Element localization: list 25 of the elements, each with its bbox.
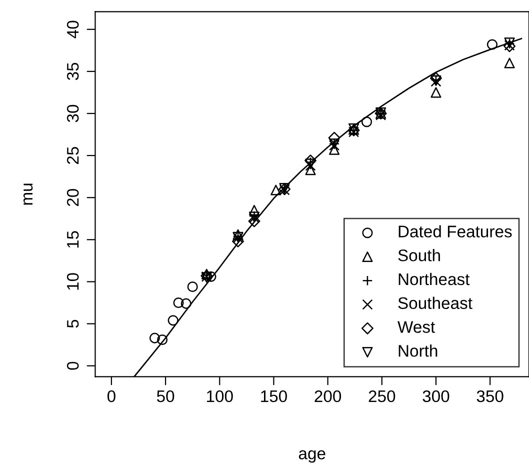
- y-tick-label: 10: [66, 273, 79, 290]
- legend-label: West: [398, 321, 436, 333]
- legend-label: North: [398, 344, 438, 357]
- x-tick-label: 300: [422, 390, 450, 402]
- x-tick-label: 350: [476, 390, 504, 402]
- y-tick-label: 5: [67, 320, 79, 328]
- x-axis-title: age: [298, 450, 326, 463]
- x-tick-label: 250: [368, 390, 396, 402]
- y-tick-label: 35: [66, 62, 79, 80]
- x-tick-label: 150: [261, 390, 287, 402]
- y-axis-title: mu: [24, 184, 33, 205]
- y-tick-label: 25: [66, 146, 79, 164]
- x-tick-label: 200: [314, 390, 342, 402]
- y-tick-label: 20: [66, 188, 79, 206]
- x-tick-label: 100: [206, 390, 233, 402]
- y-tick-label: 40: [66, 20, 79, 38]
- y-tick-label: 15: [67, 231, 79, 248]
- legend-label: Southeast: [398, 296, 472, 310]
- y-tick-label: 30: [66, 104, 79, 122]
- legend-label: Northeast: [398, 272, 470, 286]
- x-tick-label: 0: [107, 390, 116, 402]
- x-tick-label: 50: [156, 390, 174, 402]
- legend-label: South: [398, 249, 440, 262]
- legend-label: Dated Features: [398, 225, 512, 238]
- y-tick-label: 0: [66, 362, 79, 370]
